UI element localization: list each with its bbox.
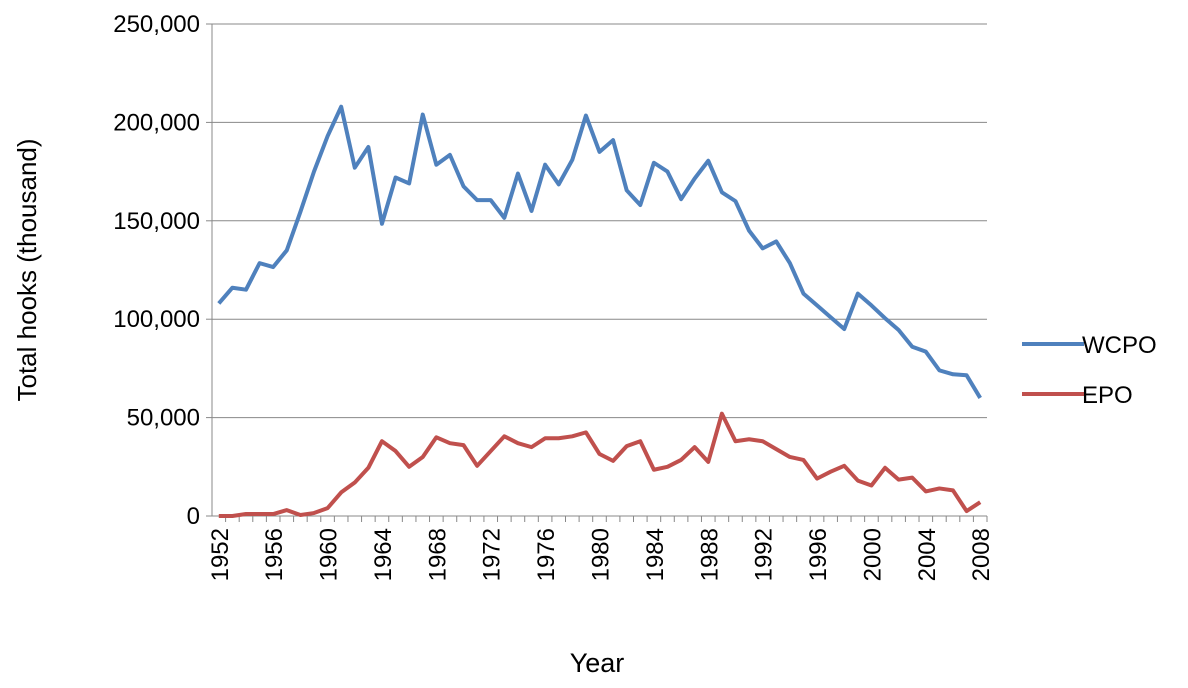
line bbox=[218, 411, 982, 518]
y-tick-label: 50,000 bbox=[127, 405, 200, 432]
y-tick-label: 100,000 bbox=[113, 306, 200, 333]
x-tick-label: 1972 bbox=[479, 528, 506, 581]
x-axis-title: Year bbox=[570, 648, 625, 678]
x-tick-label: 1952 bbox=[207, 528, 234, 581]
y-tick-label: 0 bbox=[187, 503, 200, 530]
x-tick-label: 1960 bbox=[316, 528, 343, 581]
y-axis-title: Total hooks (thousand) bbox=[12, 138, 42, 401]
x-tick-label: 2004 bbox=[914, 528, 941, 581]
x-tick-label: 1956 bbox=[261, 528, 288, 581]
x-tick-label: 1992 bbox=[751, 528, 778, 581]
line bbox=[217, 104, 982, 399]
x-tick-label: 1980 bbox=[588, 528, 615, 581]
legend-label: EPO bbox=[1082, 382, 1133, 409]
y-tick-label: 200,000 bbox=[113, 109, 200, 136]
x-tick-label: 1964 bbox=[370, 528, 397, 581]
x-tick-label: 1996 bbox=[805, 528, 832, 581]
x-tick-label: 2008 bbox=[968, 528, 995, 581]
x-tick-label: 1984 bbox=[642, 528, 669, 581]
x-tick-label: 2000 bbox=[859, 528, 886, 581]
y-tick-label: 250,000 bbox=[113, 11, 200, 38]
legend-label: WCPO bbox=[1082, 332, 1157, 359]
y-tick-label: 150,000 bbox=[113, 208, 200, 235]
x-tick-label: 1968 bbox=[424, 528, 451, 581]
x-tick-label: 1988 bbox=[696, 528, 723, 581]
x-tick-label: 1976 bbox=[533, 528, 560, 581]
